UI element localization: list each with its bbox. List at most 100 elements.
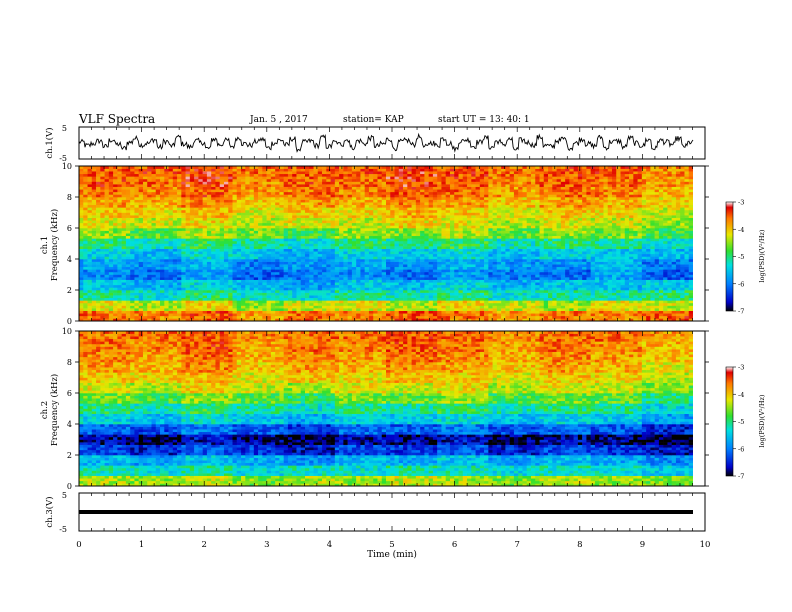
- spectrogram-cell: [360, 274, 365, 278]
- spectrogram-cell: [364, 259, 370, 262]
- spectrogram-cell: [202, 253, 208, 257]
- spectrogram-cell: [104, 300, 110, 304]
- spectrogram-cell: [313, 243, 319, 247]
- spectrogram-cell: [428, 271, 434, 275]
- spectrogram-cell: [573, 318, 579, 322]
- spectrogram-cell: [479, 284, 485, 288]
- spectrogram-cell: [441, 308, 446, 311]
- spectrogram-cell: [411, 305, 417, 309]
- spectrogram-cell: [492, 256, 498, 260]
- spectrogram-cell: [283, 287, 289, 291]
- spectrogram-cell: [198, 233, 203, 237]
- spectrogram-cell: [287, 318, 293, 322]
- spectrogram-cell: [518, 313, 523, 317]
- spectrogram-cell: [603, 233, 609, 237]
- spectrogram-cell: [646, 302, 651, 306]
- spectrogram-cell: [322, 269, 327, 273]
- spectrogram-cell: [262, 310, 267, 314]
- spectrogram-cell: [475, 248, 481, 252]
- spectrogram-cell: [454, 253, 459, 257]
- spectrogram-cell: [104, 248, 110, 252]
- spectrogram-cell: [202, 264, 208, 268]
- spectrogram-cell: [155, 297, 161, 301]
- spectrogram-cell: [620, 259, 626, 262]
- spectrogram-cell: [633, 259, 638, 262]
- spectrogram-cell: [484, 240, 489, 244]
- spectrogram-cell: [675, 240, 681, 244]
- spectrogram-cell: [573, 261, 579, 265]
- spectrogram-cell: [680, 302, 685, 306]
- spectrogram-cell: [671, 274, 677, 278]
- spectrogram-cell: [509, 295, 515, 299]
- spectrogram-cell: [513, 282, 519, 286]
- spectrogram-cell: [343, 256, 348, 260]
- spectrogram-cell: [398, 284, 404, 288]
- spectrogram-cell: [633, 295, 638, 299]
- spectrogram-cell: [616, 261, 621, 265]
- spectrogram-cell: [313, 235, 319, 239]
- spectrogram-cell: [509, 246, 515, 249]
- spectrogram-cell: [113, 277, 118, 280]
- spectrogram-cell: [300, 253, 306, 257]
- spectrogram-cell: [245, 292, 250, 296]
- spectrogram-cell: [424, 235, 429, 239]
- spectrogram-cell: [172, 230, 178, 234]
- spectrogram-cell: [552, 264, 557, 268]
- spectrogram-cell: [539, 284, 545, 288]
- spectrogram-cell: [147, 264, 152, 268]
- spectrogram-cell: [390, 284, 395, 288]
- spectrogram-cell: [611, 251, 617, 255]
- spectrogram-cell: [79, 277, 84, 280]
- spectrogram-cell: [560, 235, 566, 239]
- spectrogram-cell: [428, 315, 434, 319]
- spectrogram-cell: [539, 261, 545, 265]
- spectrogram-cell: [185, 274, 191, 278]
- spectrogram-cell: [650, 233, 655, 237]
- spectrogram-cell: [79, 282, 84, 286]
- spectrogram-cell: [586, 235, 591, 239]
- spectrogram-cell: [172, 238, 178, 242]
- spectrogram-cell: [471, 264, 476, 268]
- spectrogram-cell: [83, 235, 88, 239]
- spectrogram-cell: [228, 269, 233, 273]
- spectrogram-cell: [266, 290, 272, 293]
- spectrogram-cell: [108, 266, 114, 270]
- spectrogram-cell: [125, 284, 131, 288]
- spectrogram-cell: [130, 305, 135, 309]
- spectrogram-cell: [428, 279, 434, 283]
- spectrogram-cell: [611, 300, 617, 304]
- spectrogram-cell: [147, 282, 152, 286]
- spectrogram-cell: [300, 279, 306, 283]
- spectrogram-cell: [304, 292, 310, 296]
- spectrogram-cell: [351, 261, 357, 265]
- spectrogram-cell: [556, 274, 562, 278]
- spectrogram-cell: [530, 308, 536, 311]
- spectrogram-cell: [313, 253, 319, 257]
- spectrogram-cell: [258, 269, 263, 273]
- spectrogram-cell: [633, 315, 638, 319]
- spectrogram-cell: [398, 300, 404, 304]
- spectrogram-cell: [228, 282, 233, 286]
- spectrogram-cell: [594, 235, 600, 239]
- spectrogram-cell: [292, 308, 297, 311]
- spectrogram-cell: [624, 279, 630, 283]
- spectrogram-cell: [138, 305, 144, 309]
- spectrogram-cell: [138, 295, 144, 299]
- spectrogram-cell: [471, 235, 476, 239]
- spectrogram-cell: [509, 251, 515, 255]
- spectrogram-cell: [304, 240, 310, 244]
- spectrogram-cell: [368, 310, 374, 314]
- spectrogram-cell: [620, 310, 626, 314]
- spectrogram-cell: [590, 235, 596, 239]
- spectrogram-cell: [249, 243, 255, 247]
- spectrogram-cell: [390, 253, 395, 257]
- spectrogram-cell: [322, 287, 327, 291]
- spectrogram-cell: [475, 315, 481, 319]
- spectrogram-cell: [262, 313, 267, 317]
- spectrogram-cell: [607, 253, 613, 257]
- spectrogram-cell: [262, 248, 267, 252]
- spectrogram-cell: [535, 233, 540, 237]
- spectrogram-cell: [432, 302, 438, 306]
- spectrogram-cell: [530, 261, 536, 265]
- spectrogram-cell: [522, 264, 527, 268]
